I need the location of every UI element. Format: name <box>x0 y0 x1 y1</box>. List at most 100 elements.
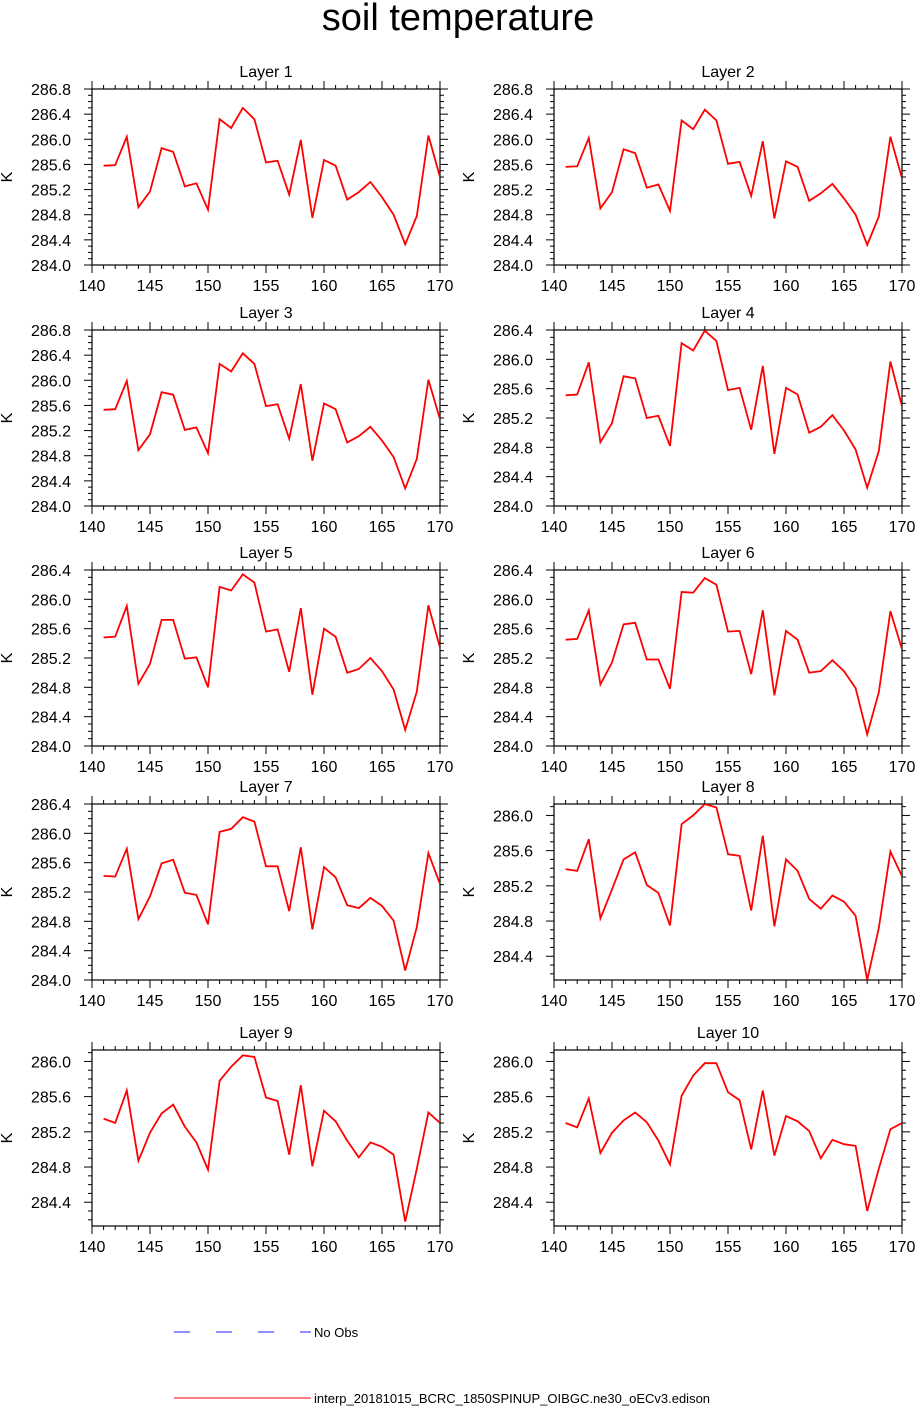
y-tick-label: 284.4 <box>493 233 533 250</box>
figure-title: soil temperature <box>322 0 594 39</box>
x-tick-label: 150 <box>657 1239 684 1256</box>
x-tick-label: 150 <box>195 278 222 295</box>
x-tick-label: 155 <box>253 1239 280 1256</box>
x-tick-label: 140 <box>79 993 106 1010</box>
y-tick-label: 284.8 <box>493 914 533 931</box>
series-line-layer-5 <box>103 573 440 734</box>
plot-frame <box>553 569 903 747</box>
series-line-layer-9 <box>103 1054 440 1222</box>
y-tick-label: 286.4 <box>31 348 71 365</box>
plot-frame <box>553 803 903 981</box>
y-tick-label: 285.2 <box>31 885 71 902</box>
plot-frame <box>553 329 903 507</box>
y-tick-label: 286.0 <box>493 808 533 825</box>
x-tick-label: 155 <box>253 278 280 295</box>
x-tick-label: 170 <box>889 519 916 536</box>
plot-frame <box>91 1049 441 1227</box>
panel-layer-1: Layer 1 140 145 150 155 160 165 170 284.0 284.4 28… <box>0 64 453 295</box>
y-tick-label: 284.0 <box>493 499 533 516</box>
y-tick-label: 284.8 <box>493 680 533 697</box>
x-tick-label: 155 <box>715 1239 742 1256</box>
panel-title-layer-2: Layer 2 <box>701 64 754 81</box>
y-tick-label: 286.4 <box>31 797 71 814</box>
x-tick-label: 165 <box>831 278 858 295</box>
panel-title-layer-9: Layer 9 <box>239 1025 292 1042</box>
x-tick-label: 150 <box>657 519 684 536</box>
x-tick-label: 160 <box>311 759 338 776</box>
y-tick-label: 286.4 <box>493 107 533 124</box>
series-line-layer-6 <box>565 576 902 738</box>
y-axis-label: K <box>461 1132 478 1143</box>
x-tick-label: 140 <box>541 993 568 1010</box>
y-tick-label: 286.0 <box>493 132 533 149</box>
x-tick-label: 145 <box>137 278 164 295</box>
y-tick-label: 286.4 <box>493 563 533 580</box>
plot-frame <box>91 803 441 981</box>
x-tick-label: 150 <box>195 993 222 1010</box>
x-tick-label: 170 <box>427 759 454 776</box>
y-tick-label: 284.0 <box>493 258 533 275</box>
panel-title-layer-3: Layer 3 <box>239 305 292 322</box>
panels-container: Layer 1 140 145 150 155 160 165 170 284.0 284.4 28… <box>0 64 915 1256</box>
panel-title-layer-10: Layer 10 <box>697 1025 759 1042</box>
x-tick-label: 160 <box>311 278 338 295</box>
y-tick-label: 284.4 <box>493 1195 533 1212</box>
panel-layer-5: Layer 5 140 145 150 155 160 165 170 284.0 284.4 28… <box>0 545 453 776</box>
y-tick-label: 284.8 <box>31 680 71 697</box>
y-tick-label: 285.6 <box>31 157 71 174</box>
y-axis-label: K <box>0 171 16 182</box>
y-tick-label: 284.4 <box>493 710 533 727</box>
x-tick-label: 165 <box>831 519 858 536</box>
x-tick-label: 160 <box>773 1239 800 1256</box>
x-tick-label: 170 <box>427 1239 454 1256</box>
y-tick-label: 286.4 <box>31 563 71 580</box>
y-tick-label: 285.6 <box>31 1090 71 1107</box>
x-tick-label: 165 <box>831 759 858 776</box>
x-tick-label: 155 <box>715 519 742 536</box>
x-tick-label: 145 <box>599 759 626 776</box>
y-tick-label: 286.0 <box>493 1054 533 1071</box>
y-tick-label: 286.4 <box>31 107 71 124</box>
y-axis-label: K <box>0 652 16 663</box>
y-tick-label: 286.0 <box>31 373 71 390</box>
y-tick-label: 286.0 <box>493 592 533 609</box>
y-tick-label: 284.4 <box>31 710 71 727</box>
panel-title-layer-8: Layer 8 <box>701 779 754 796</box>
y-tick-label: 284.4 <box>493 949 533 966</box>
y-tick-label: 284.0 <box>31 973 71 990</box>
x-tick-label: 170 <box>889 278 916 295</box>
y-tick-label: 285.2 <box>31 183 71 200</box>
series-line-layer-1 <box>103 106 440 247</box>
y-tick-label: 284.8 <box>31 208 71 225</box>
x-tick-label: 165 <box>369 759 396 776</box>
x-tick-label: 170 <box>427 278 454 295</box>
panel-title-layer-4: Layer 4 <box>701 305 754 322</box>
y-tick-label: 285.6 <box>493 622 533 639</box>
series-line-layer-2 <box>565 108 902 248</box>
x-tick-label: 150 <box>195 759 222 776</box>
y-tick-label: 284.4 <box>31 233 71 250</box>
y-axis-label: K <box>461 886 478 897</box>
y-tick-label: 286.8 <box>31 82 71 99</box>
y-tick-label: 285.6 <box>31 622 71 639</box>
panel-title-layer-1: Layer 1 <box>239 64 292 81</box>
x-tick-label: 170 <box>427 519 454 536</box>
y-tick-label: 284.8 <box>493 208 533 225</box>
y-tick-label: 286.8 <box>31 323 71 340</box>
x-tick-label: 140 <box>541 278 568 295</box>
plot-frame <box>553 88 903 266</box>
y-tick-label: 285.2 <box>493 183 533 200</box>
x-tick-label: 145 <box>137 759 164 776</box>
y-tick-label: 286.0 <box>31 132 71 149</box>
y-tick-label: 284.0 <box>31 499 71 516</box>
series-line-layer-8 <box>565 804 902 980</box>
x-tick-label: 170 <box>889 1239 916 1256</box>
x-tick-label: 140 <box>79 1239 106 1256</box>
x-tick-label: 140 <box>541 519 568 536</box>
panel-layer-4: Layer 4 140 145 150 155 160 165 170 284.0 284.4 28… <box>461 305 915 536</box>
x-tick-label: 145 <box>137 993 164 1010</box>
legend: No Obs interp_20181015_BCRC_1850SPINUP_O… <box>174 1325 710 1406</box>
plot-frame <box>553 1049 903 1227</box>
series-line-layer-4 <box>565 330 902 491</box>
